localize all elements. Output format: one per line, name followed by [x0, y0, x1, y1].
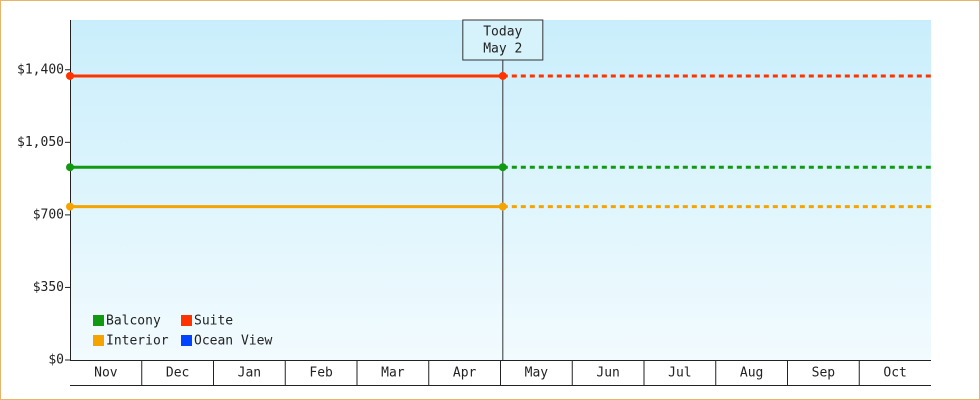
- x-tick-label: Apr: [453, 366, 477, 381]
- legend-label: Suite: [194, 314, 233, 329]
- y-tick-label: $700: [33, 207, 64, 222]
- x-tick-label: Nov: [94, 366, 118, 381]
- plot-area: [70, 20, 931, 360]
- legend-swatch: [181, 335, 192, 346]
- series-point: [66, 163, 74, 172]
- y-tick-label: $350: [33, 280, 64, 295]
- legend-label: Balcony: [106, 314, 161, 329]
- x-tick-label: May: [525, 366, 549, 381]
- legend-label: Interior: [106, 334, 169, 349]
- legend-swatch: [93, 335, 104, 346]
- series-point: [498, 202, 507, 211]
- legend-swatch: [93, 315, 104, 326]
- x-tick-label: Dec: [166, 366, 189, 381]
- x-tick-label: Jul: [668, 366, 691, 381]
- series-point: [66, 71, 74, 80]
- x-tick-label: Aug: [740, 366, 763, 381]
- x-tick-label: Oct: [883, 366, 906, 381]
- today-date: May 2: [483, 42, 522, 57]
- x-tick-label: Feb: [309, 366, 333, 381]
- series-point: [498, 71, 507, 80]
- x-tick-label: Mar: [381, 366, 405, 381]
- legend-label: Ocean View: [194, 334, 272, 349]
- y-tick-label: $1,400: [17, 62, 64, 77]
- x-tick-label: Jun: [596, 366, 619, 381]
- legend-swatch: [181, 315, 192, 326]
- today-box: [462, 19, 544, 61]
- y-tick-label: $0: [48, 353, 64, 368]
- series-point: [66, 202, 74, 211]
- x-tick-label: Sep: [812, 366, 836, 381]
- x-tick-label: Jan: [238, 366, 261, 381]
- series-point: [498, 163, 507, 172]
- today-label: Today: [483, 25, 522, 40]
- y-tick-label: $1,050: [17, 135, 64, 150]
